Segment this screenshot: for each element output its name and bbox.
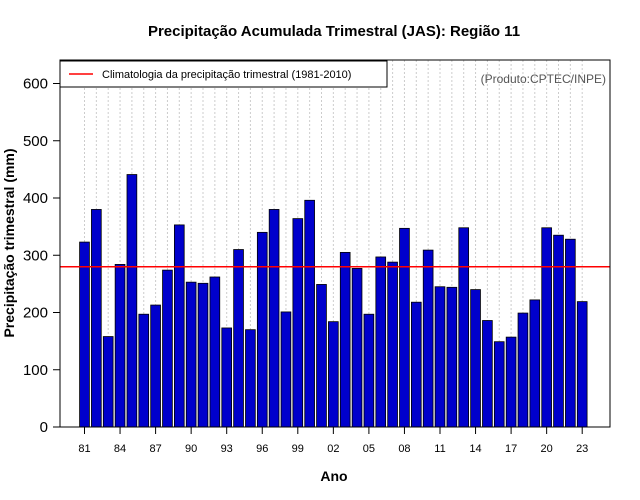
bar-2003 (339, 251, 351, 428)
x-tick-label: 84 (114, 443, 126, 455)
bar-1996 (256, 231, 268, 428)
y-tick-label: 0 (40, 419, 48, 436)
bar-2006 (375, 256, 387, 428)
bar-1986 (138, 313, 150, 428)
bar-2004 (351, 268, 363, 428)
x-tick-label: 96 (256, 443, 268, 455)
x-tick-label: 02 (327, 443, 339, 455)
bar-2010 (422, 249, 434, 428)
bar-2014 (470, 289, 481, 428)
bar-1997 (268, 209, 280, 428)
bar-2012 (446, 286, 458, 428)
bar-1998 (280, 311, 292, 428)
bar-1982 (91, 209, 102, 428)
x-tick-label: 87 (149, 443, 161, 455)
x-tick-label: 20 (541, 443, 553, 455)
bar-1991 (197, 282, 209, 428)
bar-2002 (328, 321, 339, 428)
bar-1992 (209, 276, 221, 428)
x-tick-label: 90 (185, 443, 197, 455)
plot-frame (59, 59, 611, 428)
x-tick-label: 81 (78, 443, 90, 455)
bar-2007 (387, 261, 398, 428)
x-tick-label: 93 (221, 443, 233, 455)
bar-1985 (126, 174, 138, 428)
bar-1983 (102, 336, 114, 428)
bar-2018 (517, 312, 529, 428)
y-axis-label: Precipitação trimestral (mm) (1, 148, 17, 337)
bar-2008 (399, 227, 410, 428)
chart-title: Precipitação Acumulada Trimestral (JAS):… (148, 23, 520, 40)
x-axis-label: Ano (320, 468, 347, 484)
bar-2015 (482, 320, 493, 428)
bar-2020 (541, 227, 552, 428)
bar-2017 (505, 336, 517, 428)
y-tick-label: 100 (23, 362, 48, 379)
bar-1999 (292, 218, 304, 428)
source-note: (Produto:CPTEC/INPE) (481, 72, 606, 86)
bar-1987 (150, 304, 161, 428)
legend-box (59, 60, 388, 88)
y-tick-label: 500 (23, 133, 48, 150)
x-tick-label: 17 (505, 443, 517, 455)
bar-2019 (529, 299, 541, 428)
bar-1984 (114, 264, 126, 428)
x-tick-label: 05 (363, 443, 375, 455)
legend: Climatologia da precipitação trimestral … (59, 60, 388, 88)
x-tick-label: 99 (292, 443, 304, 455)
bar-1990 (185, 281, 197, 428)
x-tick-label: 23 (576, 443, 588, 455)
y-tick-label: 300 (23, 247, 48, 264)
y-tick-label: 200 (23, 305, 48, 322)
bar-2013 (458, 227, 469, 428)
bar-2021 (553, 234, 564, 428)
x-tick-label: 08 (398, 443, 410, 455)
x-tick-label: 11 (434, 443, 445, 455)
bar-2001 (316, 284, 327, 428)
bar-2011 (434, 286, 446, 428)
bars (79, 174, 588, 428)
x-axis: 81 84 87 90 93 96 99 02 05 08 11 14 17 20 23 (78, 427, 588, 455)
bar-2009 (410, 301, 422, 428)
bar-1989 (173, 224, 185, 428)
bar-1988 (162, 269, 173, 428)
bar-2016 (493, 341, 505, 428)
bar-2000 (304, 199, 315, 428)
legend-label: Climatologia da precipitação trimestral … (102, 69, 351, 81)
y-axis: 0 100 200 300 400 500 600 (23, 76, 60, 436)
bar-1993 (221, 327, 233, 428)
bar-1981 (79, 241, 90, 428)
y-tick-label: 400 (23, 190, 48, 207)
bar-1995 (245, 329, 256, 428)
bar-1994 (233, 249, 244, 428)
y-tick-label: 600 (23, 76, 48, 93)
bar-2023 (576, 301, 588, 428)
bar-2005 (363, 313, 375, 428)
x-tick-label: 14 (469, 443, 481, 455)
